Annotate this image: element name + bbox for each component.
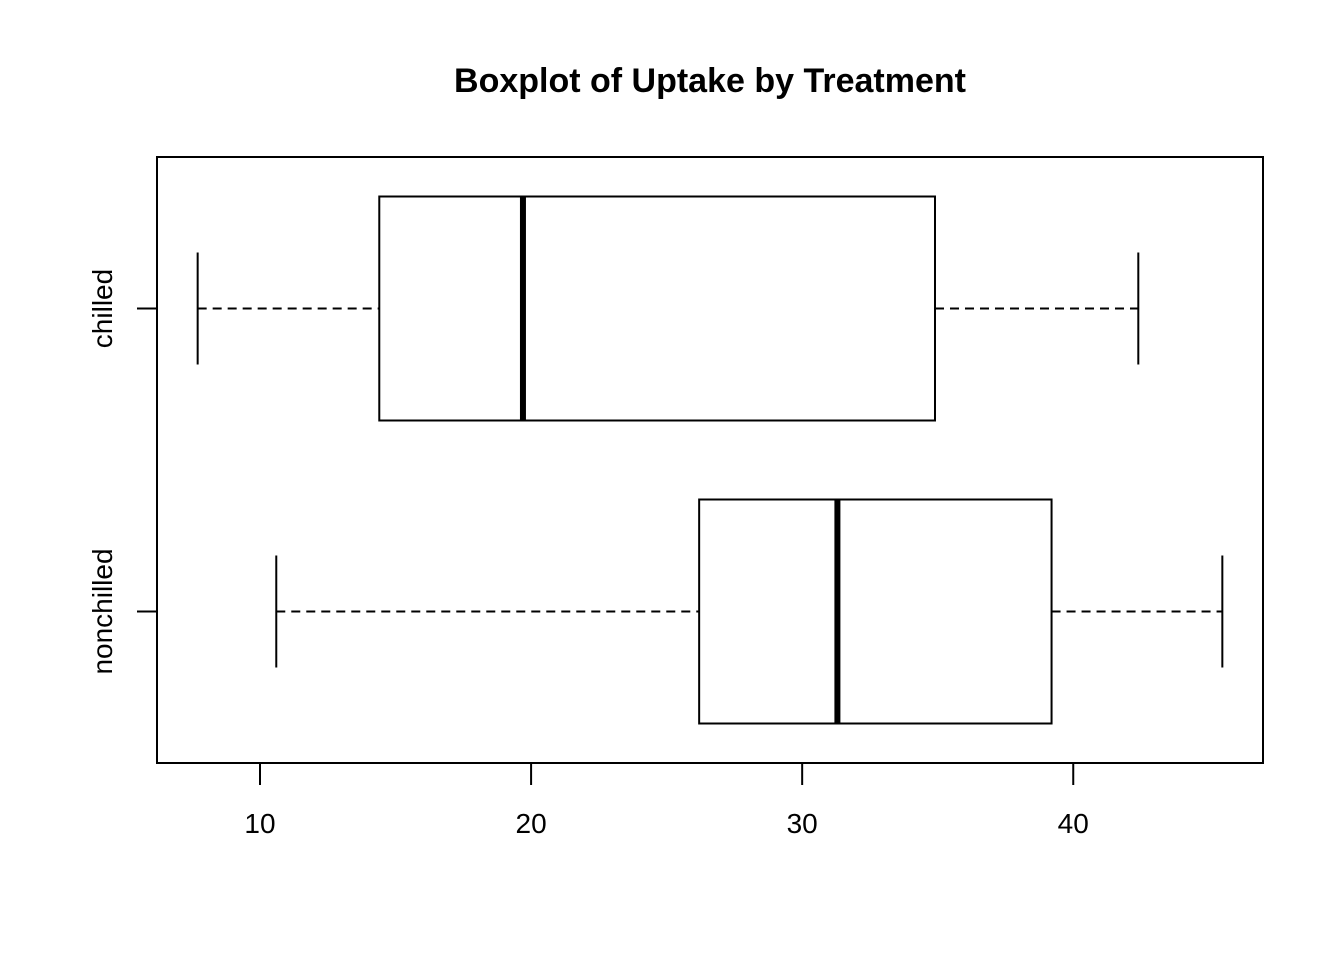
x-tick-label: 10 [244, 808, 275, 839]
x-axis: 10 20 30 40 [244, 763, 1089, 839]
x-tick-label: 20 [516, 808, 547, 839]
x-tick-label: 40 [1058, 808, 1089, 839]
plot-frame [156, 156, 1264, 764]
iqr-box [378, 195, 936, 422]
y-category-label: nonchilled [87, 548, 118, 674]
boxes-group [196, 195, 1224, 725]
iqr-box [698, 498, 1053, 725]
y-axis: nonchilled chilled [87, 269, 157, 675]
x-tick-label: 30 [787, 808, 818, 839]
box-nonchilled [275, 498, 1224, 725]
chart-title: Boxplot of Uptake by Treatment [454, 62, 966, 100]
y-category-label: chilled [87, 269, 118, 348]
box-chilled [196, 195, 1140, 422]
